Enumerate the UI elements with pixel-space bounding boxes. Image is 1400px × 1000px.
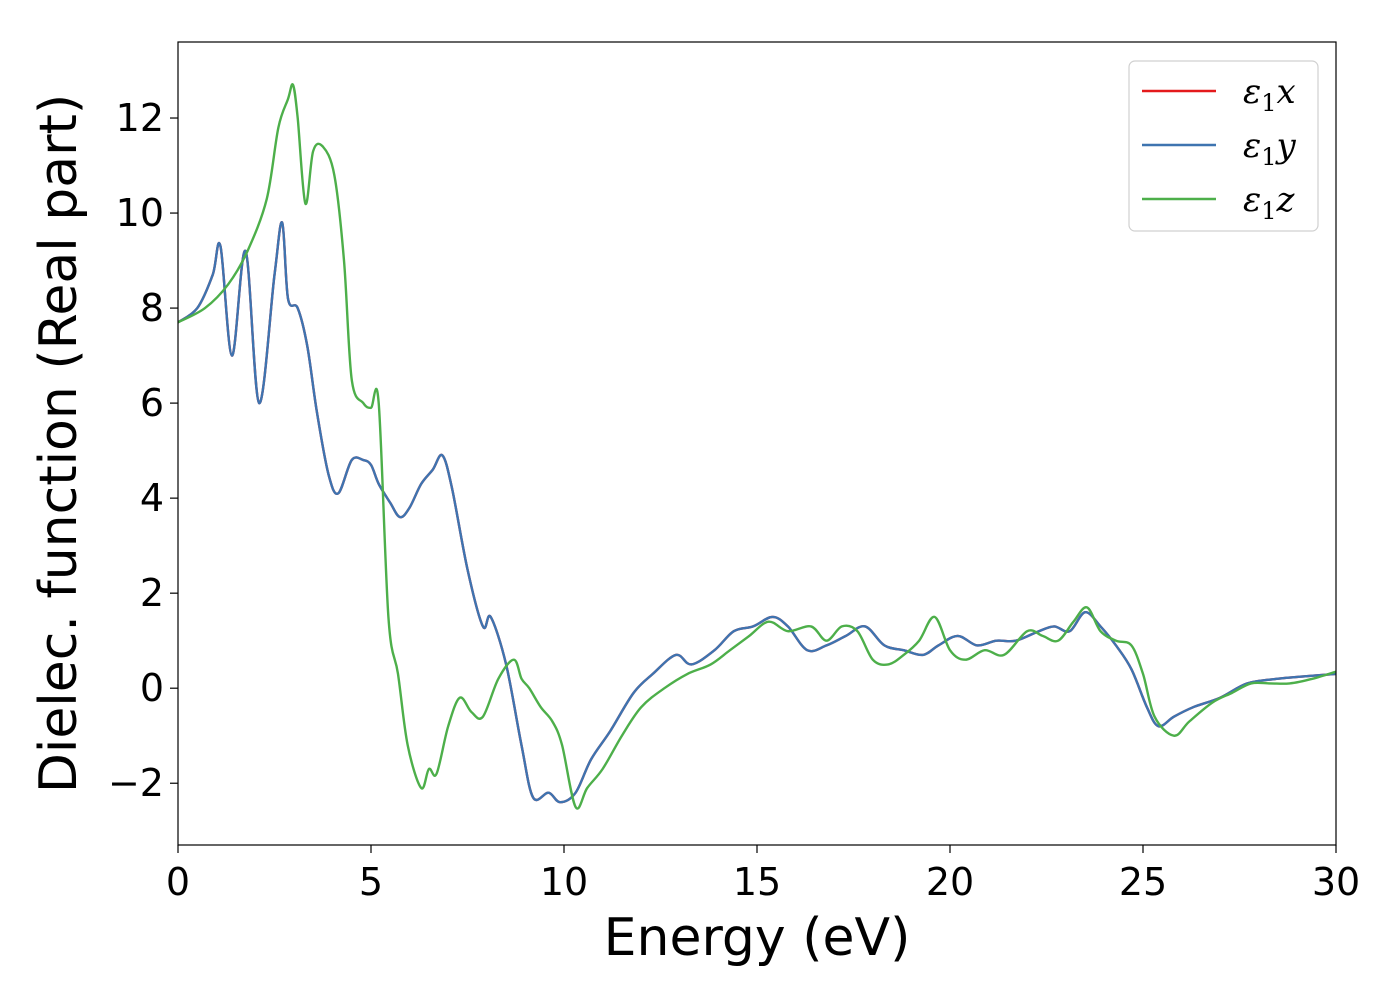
y-tick-label: 0: [140, 666, 164, 710]
legend-epsilon: ε: [1243, 72, 1261, 112]
legend-subscript: 1: [1261, 197, 1276, 225]
legend-subscript: 1: [1261, 143, 1276, 171]
series-line-z: [178, 83, 1336, 810]
y-tick-label: 12: [116, 96, 164, 140]
y-tick-label: 10: [116, 191, 164, 235]
x-tick-label: 10: [540, 860, 588, 904]
legend-label-z: ε1z: [1243, 180, 1296, 225]
legend-epsilon: ε: [1243, 126, 1261, 166]
legend-component: z: [1276, 180, 1296, 220]
x-tick-label: 20: [926, 860, 974, 904]
legend-label-x: ε1x: [1243, 72, 1296, 117]
y-tick-label: 2: [140, 571, 164, 615]
y-axis-label: Dielec. function (Real part): [29, 94, 89, 793]
x-tick-label: 5: [359, 860, 383, 904]
legend-label-y: ε1y: [1243, 126, 1297, 171]
legend-subscript: 1: [1261, 89, 1276, 117]
axes-frame: [177, 41, 1337, 846]
y-tick-label: 8: [140, 286, 164, 330]
series-line-y: [178, 221, 1336, 804]
legend-box: [1128, 60, 1319, 232]
y-tick-label: −2: [108, 761, 164, 805]
plot-area: [178, 83, 1336, 810]
axis-ticks: 0 5 10 15 20 25 30 −2 0 2 4 6 8 10 12: [108, 96, 1360, 904]
series-line-x: [178, 221, 1336, 804]
y-tick-label: 4: [140, 476, 164, 520]
x-tick-label: 15: [733, 860, 781, 904]
y-tick-label: 6: [140, 381, 164, 425]
x-tick-label: 0: [166, 860, 190, 904]
x-axis-label: Energy (eV): [604, 908, 911, 968]
x-tick-label: 30: [1312, 860, 1360, 904]
legend-epsilon: ε: [1243, 180, 1261, 220]
legend-component: y: [1275, 126, 1297, 166]
x-tick-label: 25: [1119, 860, 1167, 904]
legend-component: x: [1277, 72, 1296, 112]
